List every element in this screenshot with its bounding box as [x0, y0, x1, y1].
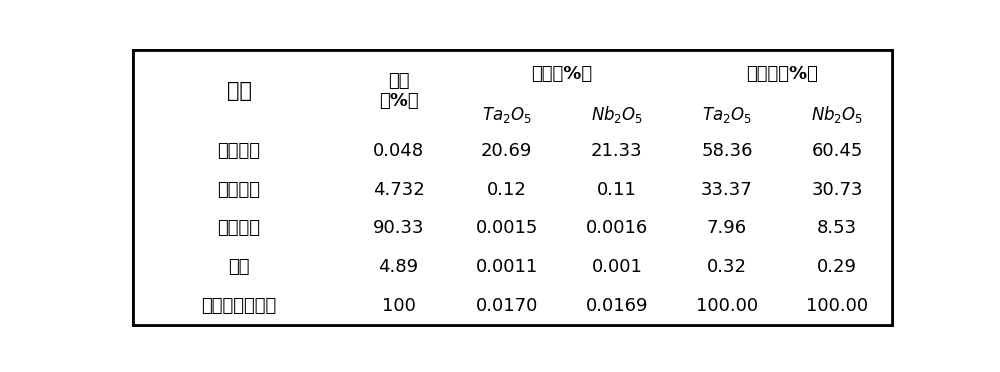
Bar — [782, 170, 892, 209]
Text: 回收率（%）: 回收率（%） — [746, 65, 818, 83]
Bar — [133, 50, 345, 131]
Text: 鈕铌矿山次生泥: 鈕铌矿山次生泥 — [201, 297, 277, 315]
Bar — [133, 209, 345, 248]
Text: 0.11: 0.11 — [597, 181, 637, 199]
Bar — [345, 248, 452, 286]
Text: 4.89: 4.89 — [379, 258, 419, 276]
Text: $\mathit{Nb}_2O_5$: $\mathit{Nb}_2O_5$ — [811, 105, 863, 125]
Bar — [672, 286, 782, 326]
Bar — [672, 209, 782, 248]
Bar — [452, 50, 672, 99]
Bar — [562, 170, 672, 209]
Text: 7.96: 7.96 — [707, 219, 747, 237]
Bar — [782, 99, 892, 131]
Bar — [133, 170, 345, 209]
Text: 8.53: 8.53 — [817, 219, 857, 237]
Text: 微泥: 微泥 — [228, 258, 250, 276]
Text: 33.37: 33.37 — [701, 181, 753, 199]
Text: 0.32: 0.32 — [707, 258, 747, 276]
Text: 100.00: 100.00 — [696, 297, 758, 315]
Bar — [345, 170, 452, 209]
Bar — [672, 248, 782, 286]
Bar — [562, 248, 672, 286]
Text: 浮选尾矿: 浮选尾矿 — [218, 219, 261, 237]
Bar — [133, 286, 345, 326]
Bar — [672, 131, 782, 170]
Bar — [452, 248, 562, 286]
Bar — [452, 209, 562, 248]
Bar — [782, 131, 892, 170]
Text: 100: 100 — [382, 297, 416, 315]
Text: $\mathit{Ta}_2O_5$: $\mathit{Ta}_2O_5$ — [482, 105, 532, 125]
Text: 21.33: 21.33 — [591, 142, 643, 160]
Text: 产率
（%）: 产率 （%） — [379, 71, 418, 110]
Text: 60.45: 60.45 — [811, 142, 863, 160]
Bar — [782, 209, 892, 248]
Text: 品位（%）: 品位（%） — [531, 65, 592, 83]
Bar — [345, 50, 452, 131]
Bar — [672, 99, 782, 131]
Text: 4.732: 4.732 — [373, 181, 424, 199]
Text: 20.69: 20.69 — [481, 142, 532, 160]
Text: 100.00: 100.00 — [806, 297, 868, 315]
Text: 0.0169: 0.0169 — [586, 297, 648, 315]
Bar — [452, 99, 562, 131]
Text: 名称: 名称 — [227, 81, 252, 101]
Bar — [133, 248, 345, 286]
Bar — [562, 286, 672, 326]
Text: 58.36: 58.36 — [701, 142, 753, 160]
Bar — [452, 131, 562, 170]
Bar — [345, 286, 452, 326]
Text: 0.0170: 0.0170 — [476, 297, 538, 315]
Bar — [782, 286, 892, 326]
Bar — [562, 131, 672, 170]
Bar — [452, 170, 562, 209]
Bar — [562, 99, 672, 131]
Text: 0.001: 0.001 — [591, 258, 642, 276]
Text: 0.0015: 0.0015 — [476, 219, 538, 237]
Text: 0.0016: 0.0016 — [586, 219, 648, 237]
Text: $\mathit{Nb}_2O_5$: $\mathit{Nb}_2O_5$ — [591, 105, 643, 125]
Bar — [672, 50, 892, 99]
Bar — [133, 131, 345, 170]
Bar — [782, 248, 892, 286]
Text: $\mathit{Ta}_2O_5$: $\mathit{Ta}_2O_5$ — [702, 105, 752, 125]
Text: 90.33: 90.33 — [373, 219, 424, 237]
Bar — [345, 131, 452, 170]
Bar — [562, 209, 672, 248]
Text: 0.0011: 0.0011 — [476, 258, 538, 276]
Text: 重选尾矿: 重选尾矿 — [218, 181, 261, 199]
Bar — [672, 170, 782, 209]
Bar — [345, 209, 452, 248]
Text: 0.12: 0.12 — [487, 181, 527, 199]
Text: 0.048: 0.048 — [373, 142, 424, 160]
Text: 鈕铌精矿: 鈕铌精矿 — [218, 142, 261, 160]
Text: 30.73: 30.73 — [811, 181, 863, 199]
Text: 0.29: 0.29 — [817, 258, 857, 276]
Bar — [452, 286, 562, 326]
